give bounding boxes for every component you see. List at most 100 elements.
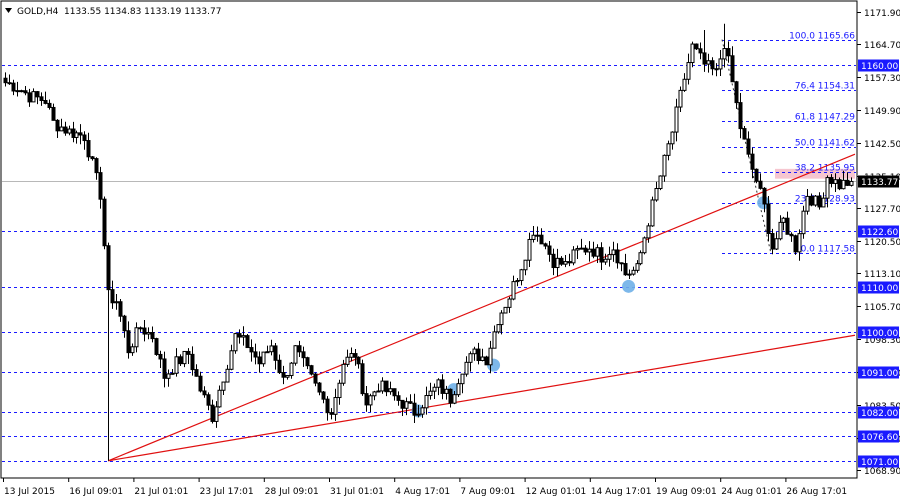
candle-body (464, 361, 469, 375)
candle-body (130, 346, 135, 354)
level-price-tag-text: 1076.60 (861, 433, 898, 443)
candle-body (646, 225, 651, 239)
candle-body (249, 347, 254, 353)
level-price-tag (858, 366, 899, 379)
y-tick-label: 1098.30 (864, 336, 900, 346)
level-price-tag-text: 1082.00 (861, 409, 898, 419)
x-tick-label: 31 Jul 01:01 (330, 487, 384, 497)
candle-body (349, 353, 354, 358)
candle-body (98, 172, 103, 200)
candle-body (225, 368, 230, 383)
candle-body (488, 347, 493, 366)
candle-body (110, 289, 115, 304)
candle-body (730, 55, 735, 83)
candle-body (567, 261, 572, 264)
candle-body (15, 90, 20, 93)
current-price-tag-text: 1133.77 (861, 178, 898, 188)
candle-body (507, 298, 512, 308)
candle-body (265, 351, 270, 354)
level-price-tag (858, 455, 899, 468)
x-tick-label: 24 Aug 01:01 (721, 487, 782, 497)
candle-body (472, 348, 477, 355)
candle-body (535, 234, 540, 237)
candle-body (615, 249, 620, 264)
y-tick-label: 1171.90 (864, 9, 900, 19)
level-price-tag-text: 1071.00 (861, 458, 898, 468)
candle-body (837, 179, 842, 190)
candle-body (829, 177, 834, 184)
highlight-zone-layer (775, 168, 855, 179)
candle-body (849, 180, 854, 186)
x-tick-label: 21 Jul 01:01 (134, 487, 188, 497)
candle-body (666, 143, 671, 156)
x-tick-label: 12 Aug 01:01 (526, 487, 587, 497)
candle-body (178, 356, 183, 365)
y-tick-label: 1120.50 (864, 238, 900, 248)
triangle-down-icon[interactable] (5, 8, 12, 13)
plot-area[interactable] (0, 0, 858, 479)
candle-body (214, 406, 219, 422)
candle-body (372, 391, 377, 397)
candle-body (202, 390, 207, 396)
candle-body (337, 382, 342, 399)
candle-body (55, 119, 60, 132)
candle-body (778, 221, 783, 240)
candle-body (23, 90, 28, 94)
candle-body (611, 249, 616, 256)
candle-body (841, 179, 846, 190)
x-tick-label: 28 Jul 09:01 (265, 487, 319, 497)
candle-body (90, 156, 95, 160)
candle-body (619, 262, 624, 265)
candle-body (503, 306, 508, 314)
candle-body (317, 382, 322, 393)
candle-body (114, 301, 119, 304)
candle-body (734, 81, 739, 104)
candle-body (39, 96, 44, 101)
candle-body (698, 48, 703, 54)
candle-body (35, 91, 40, 98)
candle-body (722, 48, 727, 60)
candle-body (785, 217, 790, 235)
candle-body (360, 363, 365, 395)
ohlc-values: 1133.55 1134.83 1133.19 1133.77 (64, 7, 221, 17)
candle-body (750, 153, 755, 170)
candle-body (186, 350, 191, 355)
fib-level-label: 61.8 1147.29 (795, 113, 855, 123)
y-tick-label: 1113.10 (864, 270, 900, 280)
candle-body (825, 177, 830, 199)
candle-body (138, 327, 143, 330)
candle-body (484, 356, 489, 366)
candle-body (174, 356, 179, 374)
level-price-tag-text: 1091.00 (861, 369, 898, 379)
candle-body (102, 198, 107, 247)
candle-body (638, 252, 643, 265)
candle-body (273, 345, 278, 361)
time-axis: 13 Jul 2015 16 Jul 09:01 21 Jul 01:01 23 Ju… (3, 478, 847, 497)
candle-body (94, 158, 99, 174)
candle-body (11, 82, 16, 92)
candle-body (166, 373, 171, 379)
candle-body (194, 369, 199, 377)
candle-body (424, 395, 429, 409)
candle-body (801, 210, 806, 235)
candle-body (47, 102, 52, 108)
candle-body (78, 132, 83, 136)
candle-body (313, 373, 318, 384)
candle-body (51, 106, 56, 121)
candle-body (7, 82, 12, 85)
fib-level-label: 76.4 1154.31 (795, 82, 855, 92)
candle-body (587, 248, 592, 253)
candle-body (603, 258, 608, 263)
candle-body (523, 259, 528, 271)
candle-body (150, 332, 155, 340)
candle-body (686, 62, 691, 80)
fib-diagonal (721, 39, 772, 254)
candle-body (277, 359, 282, 374)
x-tick-label: 13 Jul 2015 (4, 487, 55, 497)
candle-body (452, 394, 457, 404)
level-price-tag-text: 1110.00 (861, 284, 898, 294)
candle-body (658, 175, 663, 190)
candle-body (285, 375, 290, 378)
candle-body (448, 388, 453, 404)
